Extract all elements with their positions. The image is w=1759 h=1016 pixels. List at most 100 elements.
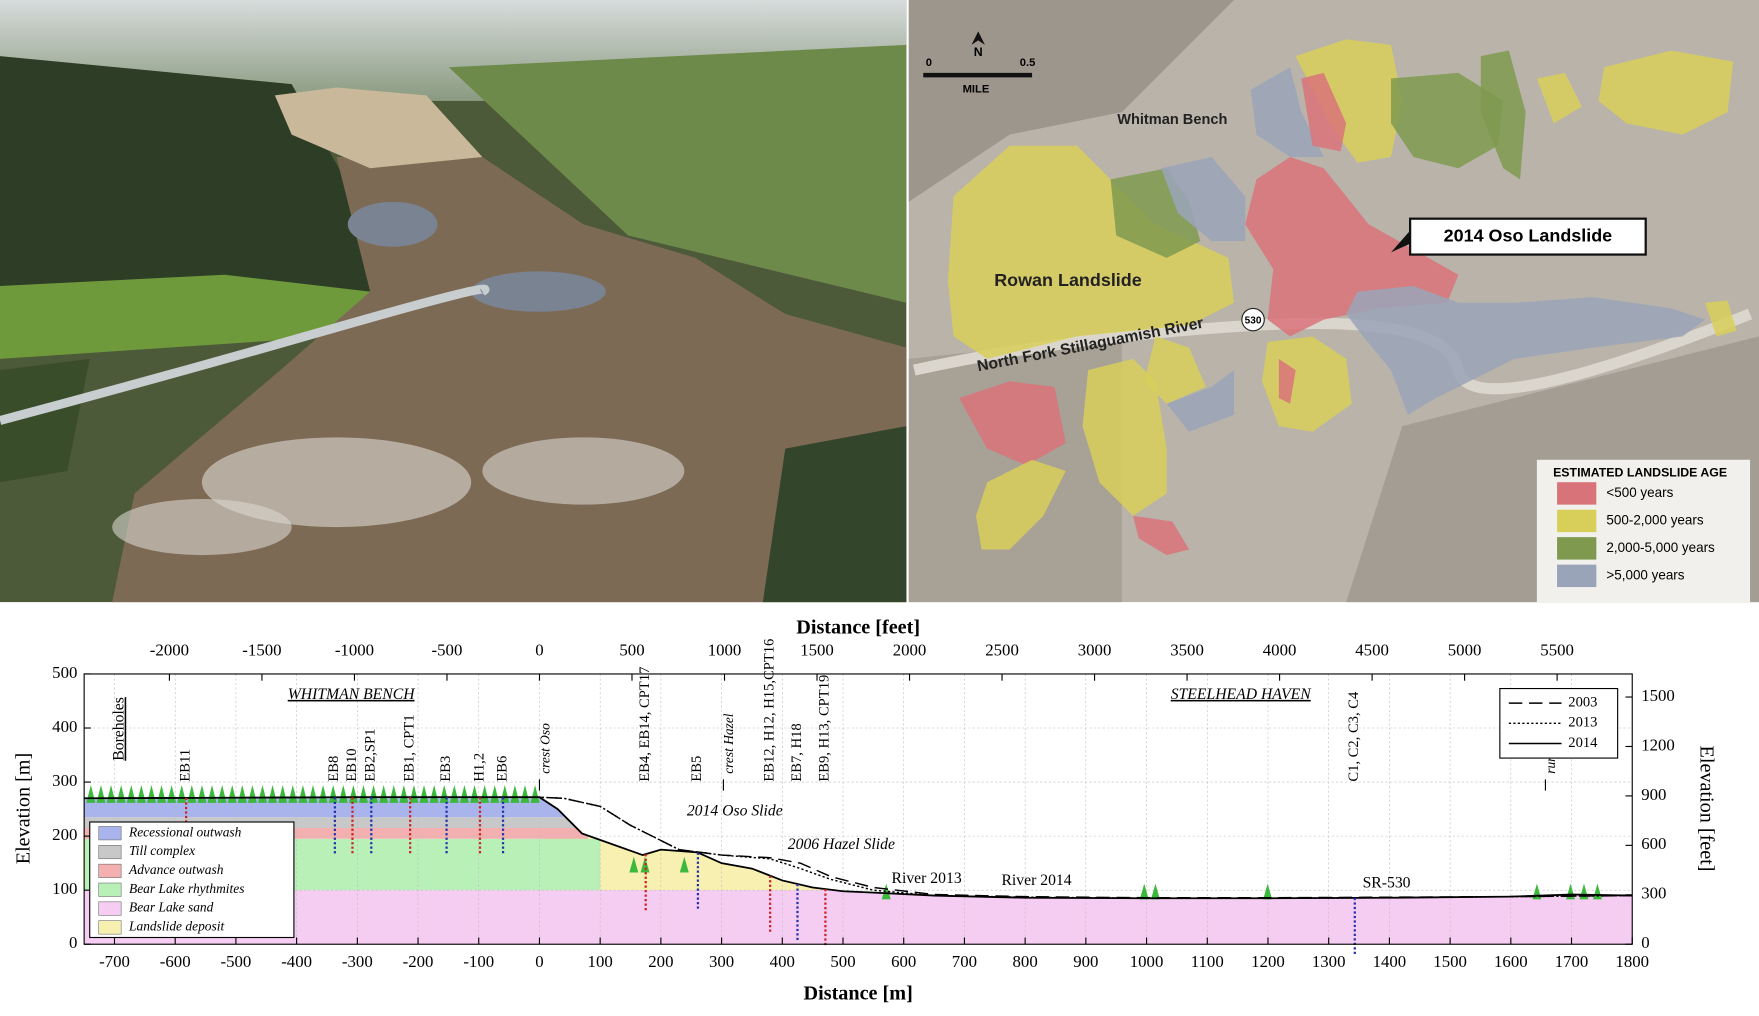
tree [1263,883,1273,900]
legend-swatch [98,863,122,878]
borehole-label: EB7, H18 [789,723,805,781]
legend-swatch [98,882,122,897]
x-tick-label: 400 [770,952,795,971]
legend-label: Recessional outwash [128,824,242,839]
legend-label: >5,000 years [1606,567,1684,582]
tree [358,784,368,803]
x-tick-label: 900 [1073,952,1098,971]
forest [0,358,90,483]
landslide-area [1346,285,1706,415]
y-tick-label: 100 [52,879,77,898]
landslide-areas [947,39,1737,556]
y2-tick-label: 1200 [1641,735,1675,754]
x2-tick-label: 3500 [1170,640,1204,659]
legend-swatch [1557,537,1597,560]
map: N 0 0.5 MILE Whitman Bench Rowan Landsli… [908,0,1759,603]
x-axis-title: Distance [m] [804,982,913,1004]
x-tick-label: 100 [588,952,613,971]
route-shield [1241,307,1265,332]
forest [762,426,907,603]
tree [308,784,318,803]
annotation: 2014 Oso Slide [687,803,783,820]
landslide-area [1250,67,1324,157]
river [0,284,490,425]
x2-tick-label: -1000 [335,640,374,659]
borehole-label: EB8 [326,756,342,782]
landslide-area [1278,358,1296,404]
y2-tick-label: 0 [1641,933,1649,952]
legend-swatch [98,826,122,841]
landslide-area [1144,336,1206,404]
callout: 2014 Oso Landslide [1444,225,1613,245]
patch [482,437,685,505]
legend-swatch [98,845,122,860]
x-tick-label: 300 [709,952,734,971]
scale-unit: MILE [963,84,990,96]
landslide-area [947,145,1234,359]
x2-axis-title: Distance [feet] [796,617,920,639]
x-tick-label: -100 [463,952,494,971]
tree [1150,883,1160,900]
y-tick-label: 400 [52,717,77,736]
tree [679,856,689,873]
landslide-area [1536,72,1582,124]
tree [298,784,308,803]
x2-tick-label: 1500 [800,640,834,659]
y2-tick-label: 600 [1641,834,1666,853]
tree [389,784,399,803]
annotation: River 2013 [892,870,962,887]
legend-swatch [98,901,122,916]
x2-tick-label: 1000 [708,640,742,659]
x-tick-label: -700 [99,952,130,971]
tree [449,784,459,803]
patch [347,201,438,247]
layer [84,817,576,829]
borehole-label: EB10 [344,748,360,781]
tree [1139,883,1149,900]
tree [429,784,439,803]
x-tick-label: 1100 [1191,952,1224,971]
x2-tick-label: 2000 [893,640,927,659]
tree [338,784,348,803]
tree [278,784,288,803]
hills [448,44,907,303]
marker-label: crest Oso [537,723,552,774]
x-tick-label: -200 [403,952,434,971]
north-arrow [971,31,985,45]
tree [510,784,520,803]
annotation: SR-530 [1363,874,1411,891]
x-tick-label: 700 [952,952,977,971]
tree [318,784,328,803]
y-axis-title: Elevation [m] [12,753,34,864]
x-tick-label: 1200 [1251,952,1285,971]
x-tick-label: -500 [220,952,251,971]
marker-label: crest Hazel [721,713,736,774]
borehole-label: EB11 [177,749,193,782]
x-tick-label: -300 [342,952,373,971]
tree [288,784,298,803]
tree [530,784,540,803]
legend-label: Till complex [129,843,195,858]
layer [84,890,1633,945]
tree [399,784,409,803]
landslide-area [1480,50,1526,180]
scale-label: 0.5 [1020,57,1036,69]
landslide-area [1295,39,1403,163]
x-tick-label: 1600 [1494,952,1528,971]
y2-axis-title: Elevation [feet] [1696,746,1718,872]
place-label: Rowan Landslide [994,270,1142,290]
landslide-area [1705,300,1737,337]
x2-tick-label: -2000 [150,640,189,659]
x-tick-label: 1700 [1555,952,1589,971]
route-label: 530 [1245,315,1262,326]
patch [471,271,606,312]
x2-tick-label: 5000 [1448,640,1482,659]
landslide-area [1262,336,1352,432]
tree [409,784,419,803]
tree [459,784,469,803]
landslide-area [975,459,1066,550]
x2-tick-label: 2500 [985,640,1019,659]
x2-tick-label: 4000 [1263,640,1297,659]
